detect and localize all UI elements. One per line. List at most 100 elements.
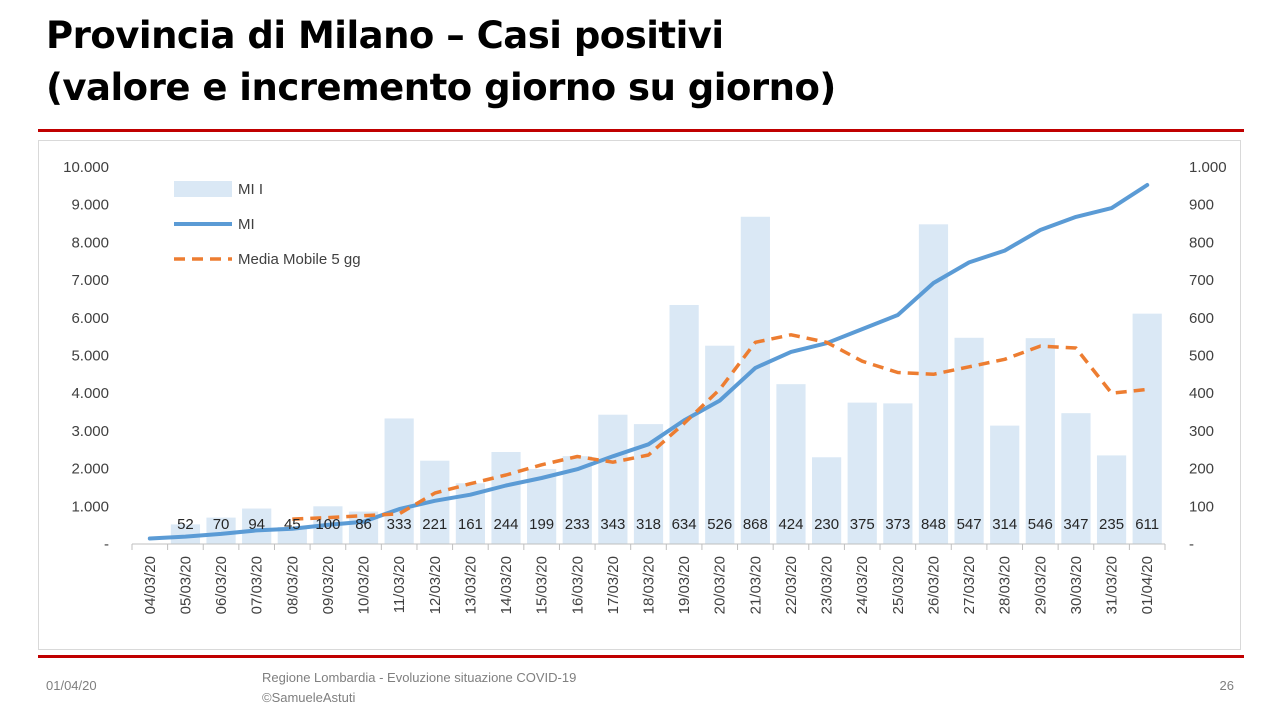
bar xyxy=(954,337,984,544)
x-tick-label: 29/03/20 xyxy=(1032,556,1049,614)
bar-data-label: 424 xyxy=(778,516,803,533)
bar-data-label: 611 xyxy=(1135,516,1159,533)
x-tick-label: 26/03/20 xyxy=(925,556,942,614)
legend-label: MI I xyxy=(238,181,263,198)
y-right-tick-label: 800 xyxy=(1189,234,1214,251)
bar-data-label: 45 xyxy=(284,516,301,533)
footer-date: 01/04/20 xyxy=(46,678,97,693)
footer-source-line-2: ©SamueleAstuti xyxy=(262,690,356,705)
y-right-tick-label: 100 xyxy=(1189,498,1214,515)
bar xyxy=(1061,413,1091,544)
x-tick-label: 08/03/20 xyxy=(284,556,301,614)
bar xyxy=(491,452,521,544)
y-right-tick-label: 200 xyxy=(1189,461,1214,478)
x-tick-label: 07/03/20 xyxy=(249,556,266,614)
x-tick-label: 10/03/20 xyxy=(356,556,373,614)
bar xyxy=(918,224,949,544)
bar-data-label: 230 xyxy=(814,516,839,533)
y-right-tick-label: 900 xyxy=(1189,197,1214,214)
y-right-tick-label: 600 xyxy=(1189,310,1214,327)
bar-data-label: 526 xyxy=(707,516,732,533)
page-number: 26 xyxy=(1219,678,1234,693)
y-left-tick-label: 8.000 xyxy=(71,234,109,251)
x-tick-label: 16/03/20 xyxy=(569,556,586,614)
bar-data-label: 100 xyxy=(315,516,340,533)
y-right-tick-label: 400 xyxy=(1189,385,1214,402)
y-left-tick-label: 3.000 xyxy=(71,423,109,440)
y-left-tick-label: 2.000 xyxy=(71,461,109,478)
bar xyxy=(811,457,842,544)
footer-divider xyxy=(38,655,1244,658)
x-tick-label: 30/03/20 xyxy=(1068,556,1085,614)
bar xyxy=(170,524,201,544)
bar-data-label: 235 xyxy=(1099,516,1124,533)
bar-data-label: 86 xyxy=(355,516,372,533)
title-divider xyxy=(38,129,1244,132)
x-tick-label: 05/03/20 xyxy=(177,556,194,614)
y-left-tick-label: 1.000 xyxy=(71,498,109,515)
bar-data-label: 318 xyxy=(636,516,661,533)
title-line-1: Provincia di Milano – Casi positivi xyxy=(46,14,724,57)
x-tick-label: 22/03/20 xyxy=(783,556,800,614)
bar-data-label: 333 xyxy=(387,516,412,533)
bar xyxy=(277,527,307,544)
y-left-tick-label: 5.000 xyxy=(71,348,109,365)
cases-chart: - 1.000 2.000 3.000 4.000 5.000 6.000 7.000 8.00… xyxy=(63,159,1227,614)
bar xyxy=(598,414,628,544)
x-tick-label: 21/03/20 xyxy=(747,556,764,614)
y-right-tick-label: 1.000 xyxy=(1189,159,1227,176)
footer-source: Regione Lombardia - Evoluzione situazion… xyxy=(262,668,576,708)
bar xyxy=(242,508,272,544)
x-tick-label: 12/03/20 xyxy=(427,556,444,614)
y-left-tick-label: 10.000 xyxy=(63,159,109,176)
x-tick-label: 27/03/20 xyxy=(961,556,978,614)
x-tick-label: 25/03/20 xyxy=(890,556,907,614)
x-tick-label: 01/04/20 xyxy=(1139,556,1156,614)
x-tick-label: 28/03/20 xyxy=(997,556,1014,614)
legend-label: MI xyxy=(238,216,255,233)
x-tick-label: 31/03/20 xyxy=(1104,556,1121,614)
bar-data-label: 52 xyxy=(177,516,194,533)
bar-data-label: 94 xyxy=(248,516,265,533)
x-tick-label: 18/03/20 xyxy=(641,556,658,614)
x-tick-label: 19/03/20 xyxy=(676,556,693,614)
bar xyxy=(1132,313,1162,544)
bar-data-label: 375 xyxy=(850,516,875,533)
footer-source-line-1: Regione Lombardia - Evoluzione situazion… xyxy=(262,670,577,685)
x-tick-label: 17/03/20 xyxy=(605,556,622,614)
y-left-tick-label: 7.000 xyxy=(71,272,109,289)
bar xyxy=(847,402,877,544)
bar xyxy=(1025,338,1055,544)
title-line-2: (valore e incremento giorno su giorno) xyxy=(46,66,836,109)
bar-data-label: 546 xyxy=(1028,516,1053,533)
bar-data-label: 868 xyxy=(743,516,768,533)
bar-data-label: 373 xyxy=(885,516,910,533)
y-left-tick-label: 9.000 xyxy=(71,197,109,214)
y-right-tick-label: - xyxy=(1189,536,1194,553)
x-tick-label: 13/03/20 xyxy=(462,556,479,614)
bar-data-label: 314 xyxy=(992,516,1017,533)
bar-data-label: 343 xyxy=(600,516,625,533)
legend-label: Media Mobile 5 gg xyxy=(238,251,361,268)
x-tick-label: 15/03/20 xyxy=(534,556,551,614)
bar-data-label: 199 xyxy=(529,516,554,533)
y-left-tick-label: 4.000 xyxy=(71,385,109,402)
y-right-tick-label: 700 xyxy=(1189,272,1214,289)
bar xyxy=(883,403,913,544)
slide-title: Provincia di Milano – Casi positivi (val… xyxy=(46,10,836,114)
x-tick-label: 23/03/20 xyxy=(819,556,836,614)
bar-data-label: 161 xyxy=(458,516,483,533)
bar-data-label: 70 xyxy=(213,516,230,533)
x-tick-label: 14/03/20 xyxy=(498,556,515,614)
bar xyxy=(705,345,735,544)
bar-data-label: 233 xyxy=(565,516,590,533)
moving-average-line xyxy=(292,333,1148,521)
x-tick-label: 20/03/20 xyxy=(712,556,729,614)
bar-data-label: 547 xyxy=(957,516,982,533)
bar xyxy=(1096,455,1127,544)
y-left-tick-label: 6.000 xyxy=(71,310,109,327)
legend-swatch xyxy=(174,181,232,197)
x-tick-label: 04/03/20 xyxy=(142,556,159,614)
y-left-tick-label: - xyxy=(104,536,109,553)
x-tick-label: 11/03/20 xyxy=(391,556,408,613)
